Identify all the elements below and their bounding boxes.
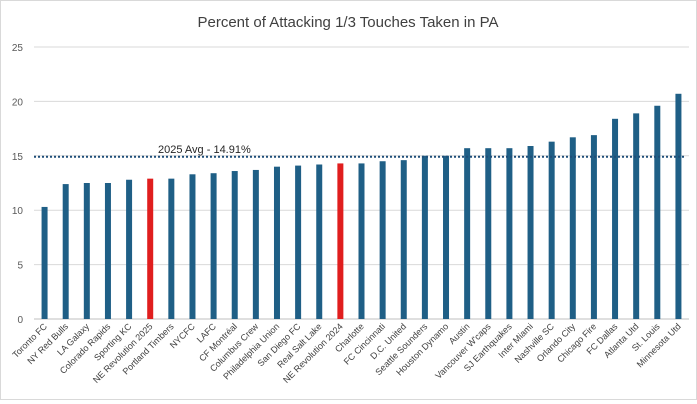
bar: [590, 135, 597, 319]
chart-title: Percent of Attacking 1/3 Touches Taken i…: [197, 14, 498, 31]
bar: [337, 163, 344, 319]
bar: [358, 163, 365, 319]
bar: [421, 155, 428, 319]
y-axis-tick-labels: 0 5 10 15 20 25: [12, 43, 24, 326]
y-tick-label: 10: [12, 206, 24, 217]
bar: [400, 160, 407, 319]
bar: [126, 179, 133, 319]
y-tick-label: 25: [12, 43, 24, 54]
bar: [654, 105, 661, 319]
y-tick-label: 5: [17, 261, 23, 272]
bar: [527, 146, 534, 319]
bar: [316, 164, 323, 319]
bar: [633, 113, 640, 319]
reference-line-label: 2025 Avg - 14.91%: [158, 144, 251, 156]
y-tick-label: 15: [12, 152, 24, 163]
bar: [675, 93, 682, 319]
bar: [189, 174, 196, 319]
bar: [83, 183, 90, 319]
reference-line-group: 2025 Avg - 14.91%: [34, 144, 686, 158]
bar: [168, 178, 175, 319]
bar: [147, 178, 154, 319]
bar: [295, 165, 302, 319]
bar: [104, 183, 111, 319]
bar: [612, 118, 619, 319]
bar: [231, 171, 238, 319]
bar: [210, 173, 217, 319]
bar: [506, 148, 513, 319]
bar: [485, 148, 492, 319]
bar: [252, 169, 259, 319]
bar: [569, 137, 576, 319]
bar: [379, 161, 386, 319]
bar: [62, 184, 69, 319]
y-tick-label: 20: [12, 97, 24, 108]
y-tick-label: 0: [17, 315, 23, 326]
bar: [443, 155, 450, 319]
bar: [548, 141, 555, 319]
bar: [464, 148, 471, 319]
bar: [41, 206, 48, 319]
bars: [41, 93, 682, 319]
bar: [273, 166, 280, 319]
